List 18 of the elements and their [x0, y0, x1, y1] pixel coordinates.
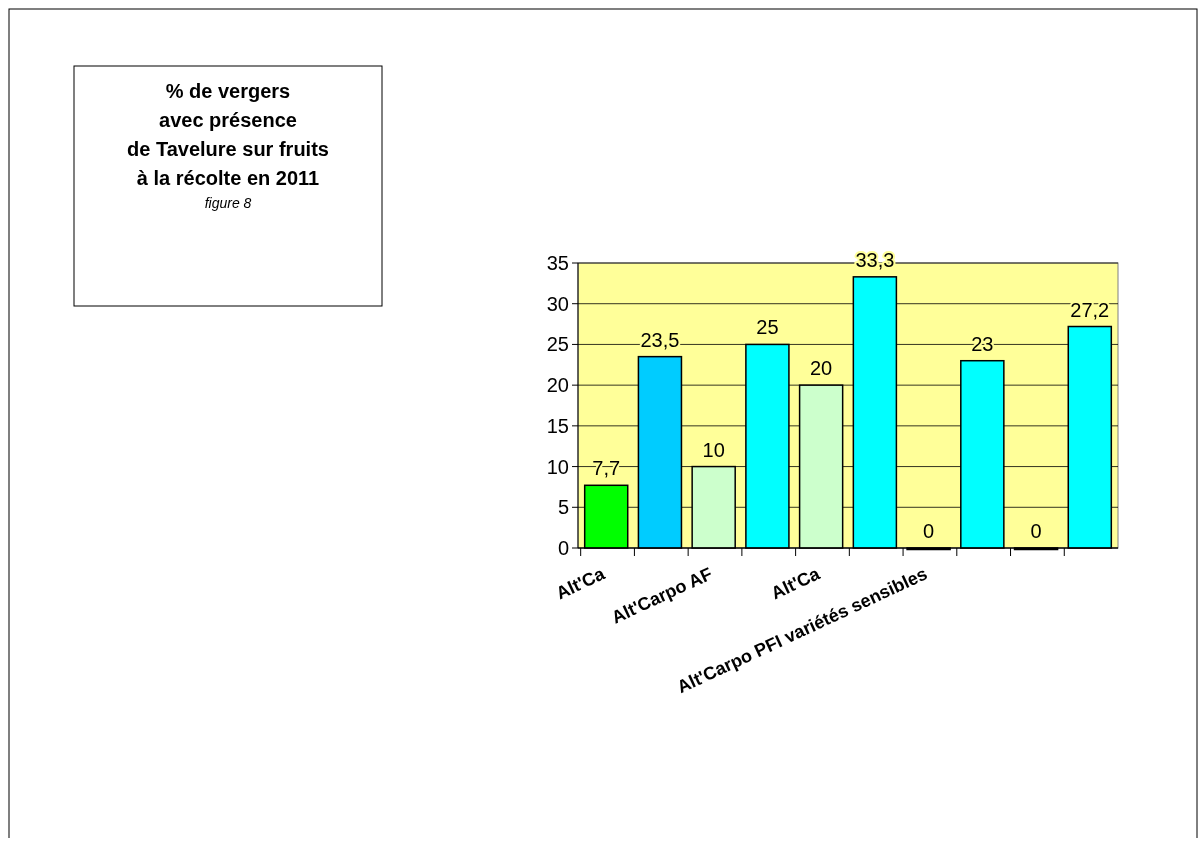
data-label: 20: [810, 357, 833, 380]
y-tick-label: 20: [546, 374, 569, 397]
y-tick-label: 0: [557, 537, 569, 559]
y-tick-label: 10: [546, 455, 569, 478]
text: figure 8: [204, 195, 252, 211]
data-label: 0: [1030, 520, 1042, 542]
data-label: 10: [702, 438, 725, 461]
y-tick-label: 35: [546, 252, 569, 274]
x-tick-label: Alt'Ca: [552, 563, 609, 604]
text: % de vergers avec présence de Tavelure sur fruits à la récolte en 2011: [127, 80, 329, 189]
data-label: 0: [923, 520, 935, 542]
data-label: 27,2: [1070, 298, 1110, 321]
data-label: 25: [756, 316, 779, 339]
y-tick-label: 30: [546, 292, 569, 315]
y-tick-label: 15: [546, 414, 569, 437]
y-tick-label: 25: [546, 333, 569, 356]
y-tick-label: 5: [557, 496, 569, 519]
x-tick-label: Alt'Ca: [767, 563, 824, 604]
